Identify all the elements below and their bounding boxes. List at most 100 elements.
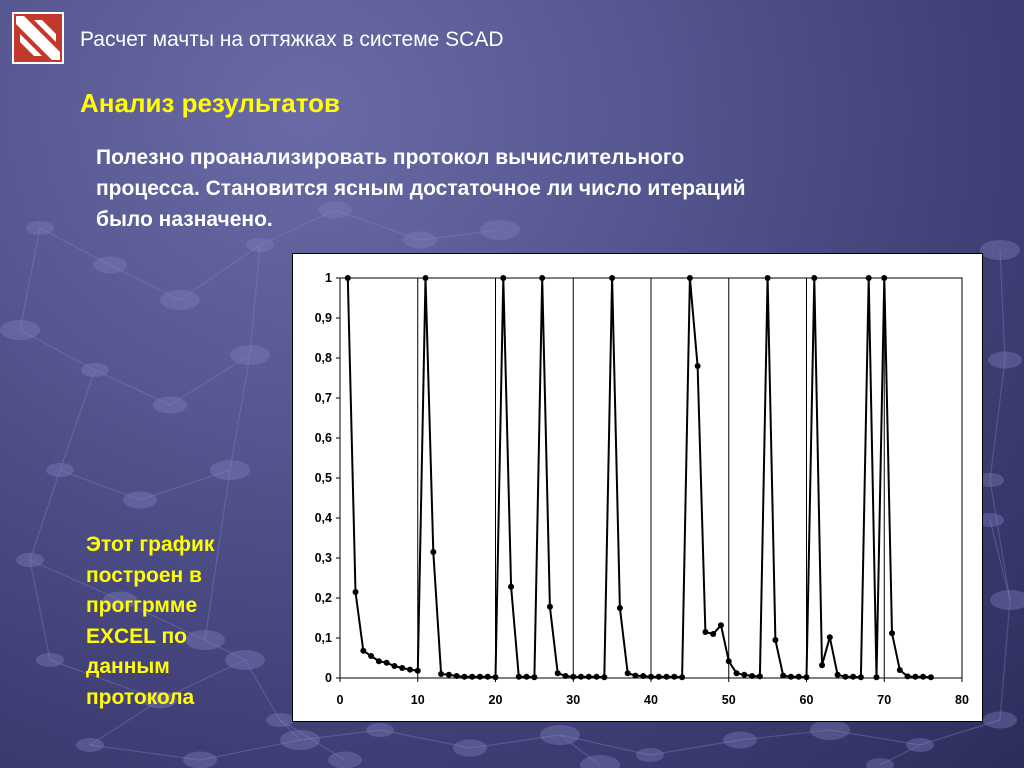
x-tick-label: 70 bbox=[877, 693, 891, 707]
data-point bbox=[461, 673, 468, 680]
note-line: данным bbox=[86, 655, 170, 678]
network-link bbox=[39, 227, 111, 266]
network-link bbox=[109, 264, 181, 301]
network-link bbox=[119, 599, 206, 641]
network-link bbox=[829, 729, 921, 746]
network-node bbox=[580, 755, 620, 768]
data-point bbox=[523, 673, 530, 680]
data-point bbox=[889, 630, 896, 637]
network-link bbox=[89, 744, 201, 761]
network-link bbox=[379, 729, 471, 749]
network-node bbox=[36, 653, 64, 667]
data-point bbox=[780, 672, 787, 679]
data-point bbox=[881, 275, 888, 281]
data-point bbox=[554, 670, 561, 677]
network-link bbox=[334, 209, 421, 241]
network-link bbox=[204, 469, 231, 641]
data-point bbox=[570, 673, 577, 680]
network-node bbox=[866, 758, 894, 768]
data-point bbox=[601, 674, 608, 681]
network-link bbox=[999, 249, 1006, 361]
network-link bbox=[999, 599, 1011, 721]
y-tick-label: 0,1 bbox=[315, 631, 332, 645]
data-point bbox=[686, 275, 693, 281]
data-point bbox=[593, 673, 600, 680]
network-link bbox=[179, 244, 261, 301]
data-point bbox=[500, 275, 507, 281]
data-point bbox=[406, 666, 413, 673]
x-tick-label: 50 bbox=[722, 693, 736, 707]
data-point bbox=[873, 674, 880, 681]
network-link bbox=[29, 559, 121, 601]
network-node bbox=[366, 723, 394, 737]
data-point bbox=[787, 673, 794, 680]
data-point bbox=[383, 659, 390, 666]
network-link bbox=[879, 744, 921, 766]
data-point bbox=[453, 673, 460, 679]
data-point bbox=[492, 674, 499, 681]
network-node bbox=[988, 351, 1022, 369]
data-point bbox=[515, 673, 522, 680]
network-node bbox=[153, 396, 187, 414]
scad-logo-icon bbox=[12, 12, 64, 64]
network-node bbox=[980, 240, 1020, 260]
x-tick-label: 30 bbox=[566, 693, 580, 707]
data-point bbox=[865, 275, 872, 281]
y-tick-label: 0 bbox=[325, 671, 332, 685]
x-tick-label: 20 bbox=[489, 693, 503, 707]
network-node bbox=[143, 691, 177, 709]
network-node bbox=[990, 590, 1024, 610]
network-link bbox=[989, 479, 1011, 601]
x-tick-label: 40 bbox=[644, 693, 658, 707]
network-node bbox=[103, 591, 137, 609]
y-tick-label: 0,6 bbox=[315, 431, 332, 445]
series-line bbox=[346, 277, 931, 679]
data-point bbox=[803, 674, 810, 681]
data-point bbox=[826, 634, 833, 641]
network-link bbox=[89, 699, 161, 746]
data-point bbox=[671, 673, 678, 680]
data-point bbox=[764, 275, 771, 281]
y-tick-label: 0,2 bbox=[315, 591, 332, 605]
data-point bbox=[578, 673, 585, 680]
iteration-line-chart: 00,10,20,30,40,50,60,70,80,910 10 20 30 40 50… bbox=[315, 271, 969, 707]
data-point bbox=[531, 674, 538, 681]
network-node bbox=[16, 553, 44, 567]
network-link bbox=[29, 559, 51, 661]
network-node bbox=[810, 720, 850, 740]
data-point bbox=[632, 672, 639, 679]
network-node bbox=[976, 473, 1004, 487]
network-link bbox=[299, 729, 381, 741]
data-point bbox=[508, 583, 515, 590]
data-point bbox=[663, 673, 670, 680]
network-link bbox=[204, 639, 246, 661]
network-node bbox=[318, 201, 352, 219]
network-link bbox=[259, 209, 336, 246]
network-node bbox=[230, 345, 270, 365]
network-link bbox=[559, 734, 651, 756]
network-node bbox=[210, 460, 250, 480]
network-link bbox=[59, 369, 96, 471]
data-point bbox=[562, 673, 569, 679]
data-point bbox=[772, 637, 779, 643]
body-line: Полезно проанализировать протокол вычисл… bbox=[96, 146, 685, 169]
body-line: процесса. Становится ясным достаточное л… bbox=[96, 177, 746, 200]
network-link bbox=[279, 719, 301, 741]
network-link bbox=[139, 469, 231, 501]
y-tick-label: 0,9 bbox=[315, 311, 332, 325]
network-node bbox=[983, 711, 1017, 729]
data-point bbox=[624, 670, 631, 677]
data-point bbox=[616, 605, 623, 611]
data-point bbox=[476, 673, 483, 680]
network-link bbox=[989, 359, 1006, 481]
data-point bbox=[741, 671, 748, 678]
network-node bbox=[93, 256, 127, 274]
network-link bbox=[249, 244, 261, 356]
network-node bbox=[246, 238, 274, 252]
network-node bbox=[26, 221, 54, 235]
x-tick-label: 0 bbox=[337, 693, 344, 707]
data-point bbox=[648, 673, 654, 680]
data-point bbox=[375, 658, 382, 665]
network-link bbox=[559, 734, 601, 766]
data-point bbox=[585, 673, 592, 680]
